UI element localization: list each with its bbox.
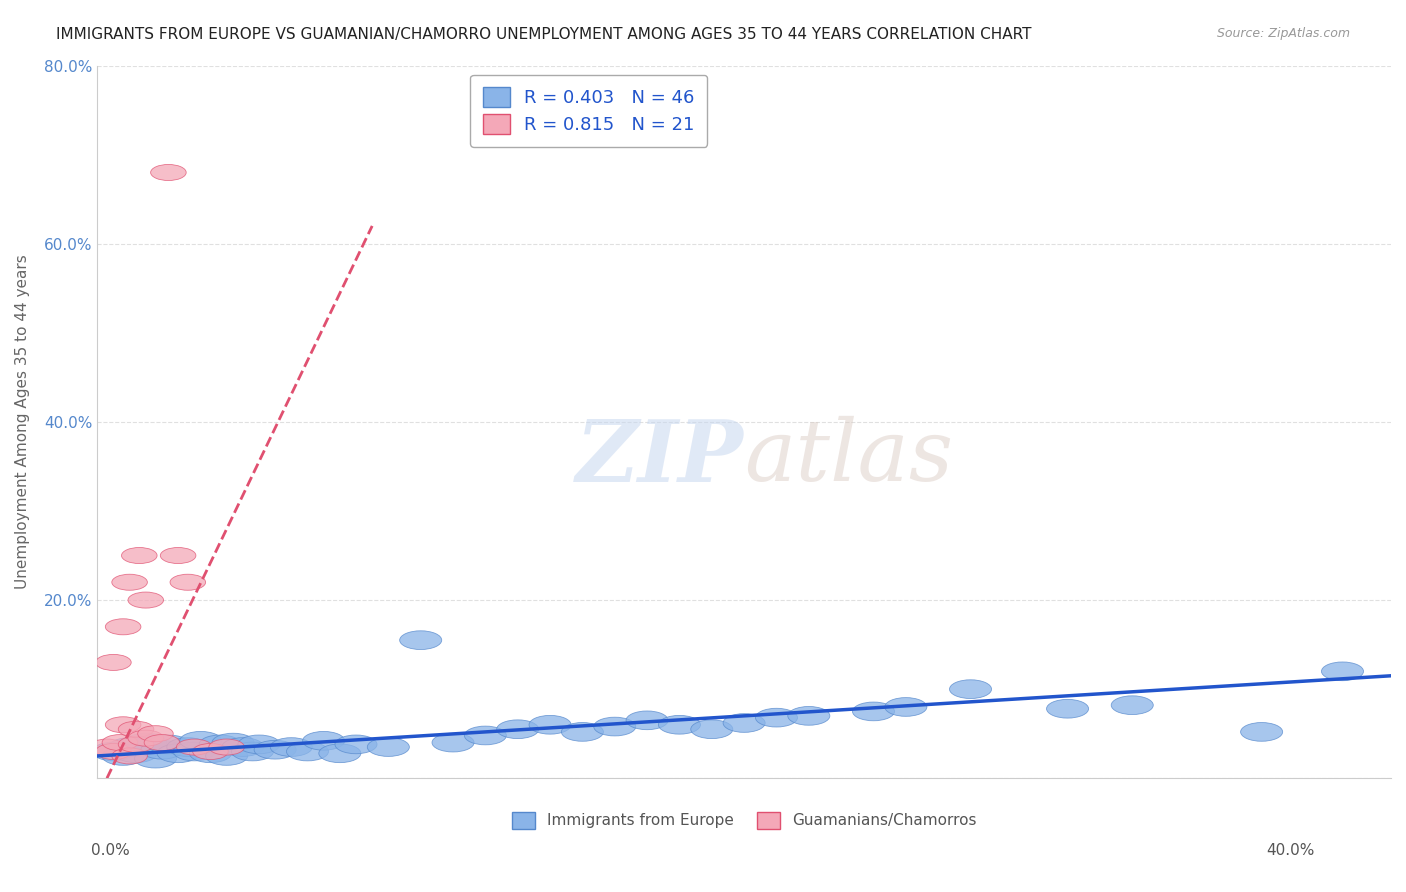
Ellipse shape bbox=[96, 655, 131, 671]
Ellipse shape bbox=[125, 733, 167, 752]
Y-axis label: Unemployment Among Ages 35 to 44 years: Unemployment Among Ages 35 to 44 years bbox=[15, 254, 30, 590]
Ellipse shape bbox=[755, 708, 797, 727]
Ellipse shape bbox=[209, 739, 245, 755]
Ellipse shape bbox=[367, 738, 409, 756]
Ellipse shape bbox=[135, 749, 177, 768]
Ellipse shape bbox=[128, 592, 163, 608]
Ellipse shape bbox=[167, 738, 209, 756]
Ellipse shape bbox=[145, 735, 180, 750]
Ellipse shape bbox=[302, 731, 344, 750]
Ellipse shape bbox=[529, 715, 571, 734]
Ellipse shape bbox=[173, 742, 215, 761]
Ellipse shape bbox=[852, 702, 894, 721]
Ellipse shape bbox=[723, 714, 765, 732]
Ellipse shape bbox=[89, 739, 125, 755]
Ellipse shape bbox=[105, 717, 141, 733]
Ellipse shape bbox=[105, 619, 141, 635]
Ellipse shape bbox=[222, 738, 264, 756]
Ellipse shape bbox=[177, 739, 212, 755]
Ellipse shape bbox=[787, 706, 830, 725]
Ellipse shape bbox=[180, 731, 222, 750]
Ellipse shape bbox=[232, 742, 274, 761]
Ellipse shape bbox=[690, 720, 733, 739]
Ellipse shape bbox=[157, 744, 200, 763]
Ellipse shape bbox=[212, 733, 254, 752]
Ellipse shape bbox=[121, 548, 157, 564]
Ellipse shape bbox=[949, 680, 991, 698]
Ellipse shape bbox=[115, 744, 157, 763]
Ellipse shape bbox=[96, 744, 131, 759]
Ellipse shape bbox=[148, 735, 190, 754]
Ellipse shape bbox=[432, 733, 474, 752]
Ellipse shape bbox=[1322, 662, 1364, 681]
Ellipse shape bbox=[270, 738, 312, 756]
Ellipse shape bbox=[93, 742, 135, 761]
Ellipse shape bbox=[118, 737, 153, 752]
Ellipse shape bbox=[170, 574, 205, 591]
Ellipse shape bbox=[128, 731, 163, 746]
Ellipse shape bbox=[399, 631, 441, 649]
Ellipse shape bbox=[205, 747, 247, 765]
Ellipse shape bbox=[561, 723, 603, 741]
Ellipse shape bbox=[884, 698, 927, 716]
Ellipse shape bbox=[335, 735, 377, 754]
Ellipse shape bbox=[193, 744, 228, 759]
Ellipse shape bbox=[150, 164, 186, 180]
Ellipse shape bbox=[496, 720, 538, 739]
Legend: Immigrants from Europe, Guamanians/Chamorros: Immigrants from Europe, Guamanians/Chamo… bbox=[506, 805, 983, 835]
Ellipse shape bbox=[160, 548, 195, 564]
Ellipse shape bbox=[287, 742, 329, 761]
Ellipse shape bbox=[108, 738, 150, 756]
Ellipse shape bbox=[1111, 696, 1153, 714]
Ellipse shape bbox=[141, 740, 183, 759]
Ellipse shape bbox=[319, 744, 361, 763]
Ellipse shape bbox=[1046, 699, 1088, 718]
Ellipse shape bbox=[138, 726, 173, 742]
Text: 0.0%: 0.0% bbox=[91, 843, 131, 858]
Ellipse shape bbox=[112, 574, 148, 591]
Ellipse shape bbox=[1240, 723, 1282, 741]
Ellipse shape bbox=[464, 726, 506, 745]
Ellipse shape bbox=[658, 715, 700, 734]
Ellipse shape bbox=[103, 735, 138, 750]
Text: ZIP: ZIP bbox=[576, 416, 744, 500]
Ellipse shape bbox=[200, 735, 242, 754]
Text: atlas: atlas bbox=[744, 417, 953, 499]
Ellipse shape bbox=[103, 747, 145, 765]
Text: Source: ZipAtlas.com: Source: ZipAtlas.com bbox=[1216, 27, 1350, 40]
Ellipse shape bbox=[238, 735, 280, 754]
Ellipse shape bbox=[593, 717, 636, 736]
Ellipse shape bbox=[112, 747, 148, 764]
Ellipse shape bbox=[118, 722, 153, 738]
Text: IMMIGRANTS FROM EUROPE VS GUAMANIAN/CHAMORRO UNEMPLOYMENT AMONG AGES 35 TO 44 YE: IMMIGRANTS FROM EUROPE VS GUAMANIAN/CHAM… bbox=[56, 27, 1032, 42]
Ellipse shape bbox=[626, 711, 668, 730]
Ellipse shape bbox=[190, 744, 232, 763]
Text: 40.0%: 40.0% bbox=[1267, 843, 1315, 858]
Ellipse shape bbox=[254, 740, 297, 759]
